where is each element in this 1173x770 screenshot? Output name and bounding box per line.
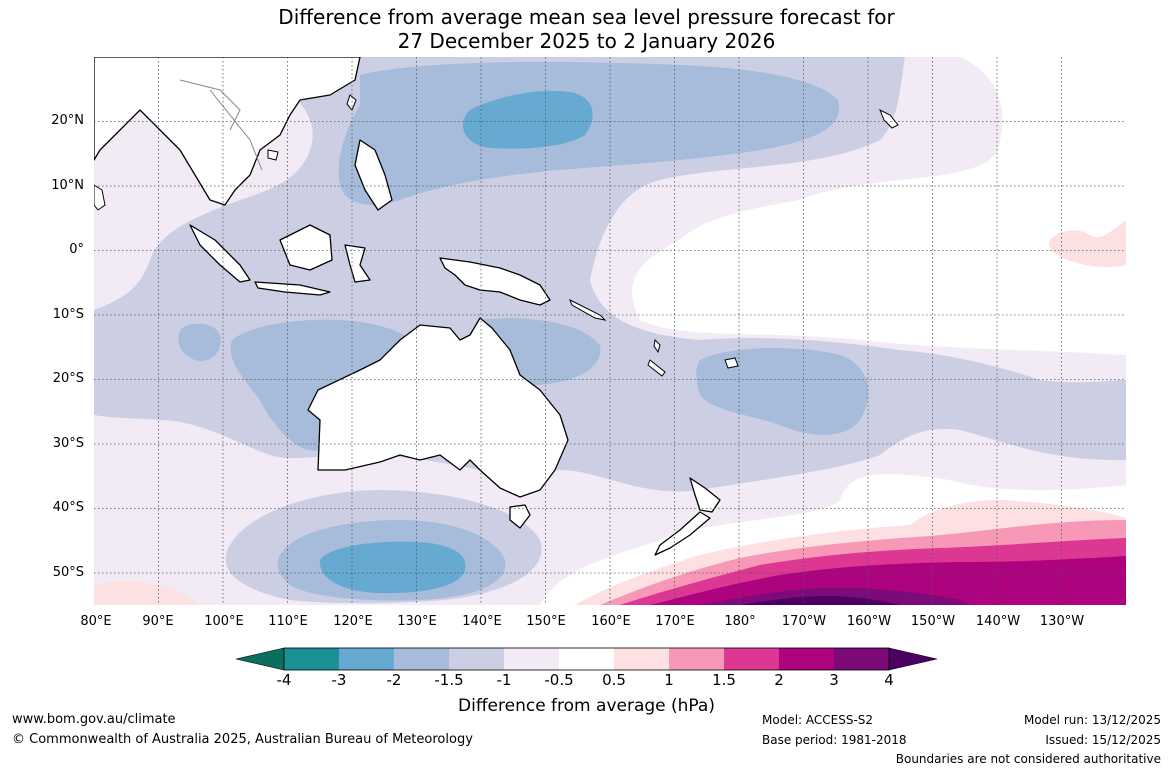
lat-label-10s: 10°S — [52, 307, 84, 322]
colorbar-tick-label: -1 — [496, 671, 512, 689]
vanuatu-islands — [653, 338, 661, 354]
lon-label-140e: 140°E — [462, 614, 502, 629]
colorbar-tick-label: -2 — [386, 671, 402, 689]
colorbar-tick-label: 1.5 — [712, 671, 736, 689]
colorbar-tick-label: -1.5 — [434, 671, 464, 689]
anomaly-band-minus-1-east — [1034, 382, 1126, 455]
australia-landmass — [307, 317, 569, 498]
lon-label-140w: 140°W — [975, 614, 1021, 629]
lat-label-40s: 40°S — [52, 500, 84, 515]
lat-label-20s: 20°S — [52, 371, 84, 386]
map-title-line-1: Difference from average mean sea level p… — [278, 5, 895, 29]
colorbar-title: Difference from average (hPa) — [458, 696, 715, 716]
anomaly-band-minus-2-north — [462, 90, 593, 149]
lat-label-equator: 0° — [69, 242, 84, 257]
colorbar-tick-label: -4 — [276, 671, 292, 689]
lon-label-150e: 150°E — [526, 614, 566, 629]
colorbar-tick-label: -0.5 — [544, 671, 574, 689]
lon-label-90e: 90°E — [142, 614, 174, 629]
lon-label-150w: 150°W — [910, 614, 956, 629]
lon-label-170w: 170°W — [781, 614, 827, 629]
colorbar-tick-label: 4 — [884, 671, 894, 689]
sri-lanka-island — [94, 184, 106, 211]
anomaly-band-minus-2-south — [319, 541, 466, 594]
lon-label-160w: 160°W — [846, 614, 892, 629]
issued-date: Issued: 15/12/2025 — [1045, 733, 1161, 747]
boundary-disclaimer: Boundaries are not considered authoritat… — [895, 752, 1161, 766]
lat-label-30s: 30°S — [52, 436, 84, 451]
colorbar-tick-label: 1 — [664, 671, 674, 689]
lat-label-50s: 50°S — [52, 565, 84, 580]
website-link[interactable]: www.bom.gov.au/climate — [12, 712, 176, 727]
lat-label-20n: 20°N — [51, 113, 84, 128]
lon-label-100e: 100°E — [204, 614, 244, 629]
new-zealand-north-island — [689, 477, 721, 513]
anomaly-band-plus-0-5-east — [1049, 220, 1126, 267]
new-caledonia-island — [647, 359, 666, 377]
map-title-line-2: 27 December 2025 to 2 January 2026 — [397, 29, 776, 53]
lon-label-170e: 170°E — [655, 614, 695, 629]
anomaly-band-plus-2-south — [650, 556, 1126, 605]
anomaly-band-plus-0-5-sw — [94, 581, 200, 605]
graticule — [94, 57, 1126, 605]
philippines-islands — [354, 139, 393, 211]
borneo-island — [279, 224, 333, 271]
lon-label-180: 180° — [724, 614, 756, 629]
new-guinea-island — [439, 257, 551, 306]
hawaii-islands — [879, 108, 899, 129]
java-island — [254, 281, 331, 296]
colorbar-tick-label: -3 — [331, 671, 347, 689]
anomaly-band-plus-4-south — [740, 596, 900, 605]
lon-label-160e: 160°E — [591, 614, 631, 629]
sulawesi-island — [344, 244, 371, 283]
copyright-text: © Commonwealth of Australia 2025, Austra… — [12, 732, 473, 747]
fiji-islands — [724, 357, 739, 369]
anomaly-band-minus-1-5-west — [178, 323, 221, 361]
anomaly-band-minus-1-5-north — [338, 62, 840, 206]
new-zealand-south-island — [654, 511, 711, 556]
colorbar-tick-label: 0.5 — [602, 671, 626, 689]
colorbar-tick-label: 2 — [774, 671, 784, 689]
lon-label-110e: 110°E — [268, 614, 308, 629]
base-period: Base period: 1981-2018 — [762, 733, 907, 747]
model-name: Model: ACCESS-S2 — [762, 713, 874, 727]
colorbar-tick-label: 3 — [829, 671, 839, 689]
lon-label-120e: 120°E — [333, 614, 373, 629]
lon-label-130e: 130°E — [397, 614, 437, 629]
model-run-date: Model run: 13/12/2025 — [1023, 713, 1161, 727]
tasmania-island — [509, 504, 531, 529]
indochina-borders — [179, 79, 263, 171]
lon-label-80e: 80°E — [80, 614, 112, 629]
asia-mainland — [94, 57, 361, 206]
solomon-islands — [569, 298, 607, 321]
hainan-island — [267, 149, 279, 161]
sumatra-island — [189, 224, 251, 283]
lat-label-10n: 10°N — [51, 178, 84, 193]
lon-label-130w: 130°W — [1039, 614, 1085, 629]
